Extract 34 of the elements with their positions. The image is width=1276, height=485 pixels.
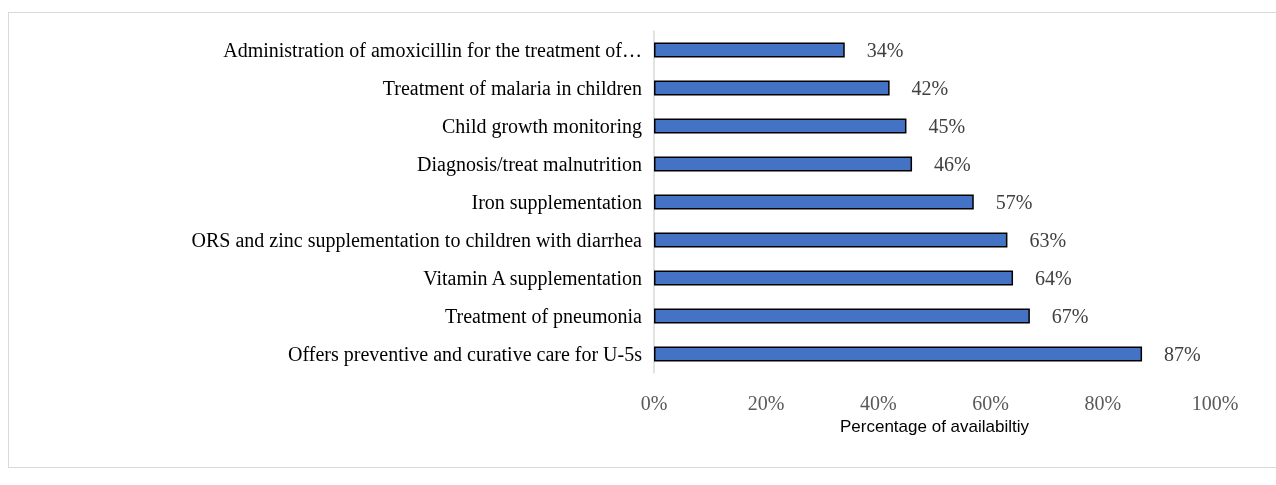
- y-tick-label: Vitamin A supplementation: [423, 267, 642, 290]
- bar: [654, 118, 907, 134]
- y-tick-label: Diagnosis/treat malnutrition: [417, 153, 642, 176]
- data-label: 46%: [934, 153, 971, 175]
- x-tick-label: 20%: [747, 392, 785, 414]
- bar: [654, 308, 1030, 324]
- x-tick-label: 40%: [860, 392, 897, 414]
- x-tick-label: 80%: [1084, 392, 1122, 414]
- y-tick-label: Child growth monitoring: [442, 115, 642, 138]
- data-label: 63%: [1029, 229, 1067, 251]
- data-label: 57%: [995, 191, 1033, 213]
- data-label: 67%: [1051, 305, 1089, 327]
- y-tick-label: Treatment of malaria in children: [382, 77, 642, 99]
- x-axis-title: Percentage of availabiltiy: [839, 416, 1030, 436]
- data-label: 34%: [866, 39, 904, 61]
- bar: [654, 156, 913, 172]
- y-tick-label: Offers preventive and curative care for U-5s: [288, 343, 643, 366]
- data-label: 87%: [1164, 343, 1201, 365]
- x-tick-label: 60%: [972, 392, 1009, 414]
- y-tick-label: Administration of amoxicillin for the treatment of…: [223, 39, 642, 61]
- y-tick-label: Treatment of pneumonia: [444, 305, 643, 328]
- y-tick-label: ORS and zinc supplementation to children with diarrhea: [191, 229, 643, 252]
- bar: [654, 270, 1014, 286]
- bar: [654, 42, 845, 58]
- bar: [654, 346, 1143, 362]
- data-label: 42%: [911, 77, 949, 99]
- x-tick-label: 0%: [640, 392, 668, 414]
- bar: [654, 80, 890, 96]
- bar: [654, 194, 974, 210]
- x-tick-label: 100%: [1191, 392, 1239, 414]
- data-label: 64%: [1035, 267, 1072, 289]
- data-label: 45%: [928, 115, 966, 137]
- y-tick-label: Iron supplementation: [471, 191, 642, 214]
- bar: [654, 232, 1008, 248]
